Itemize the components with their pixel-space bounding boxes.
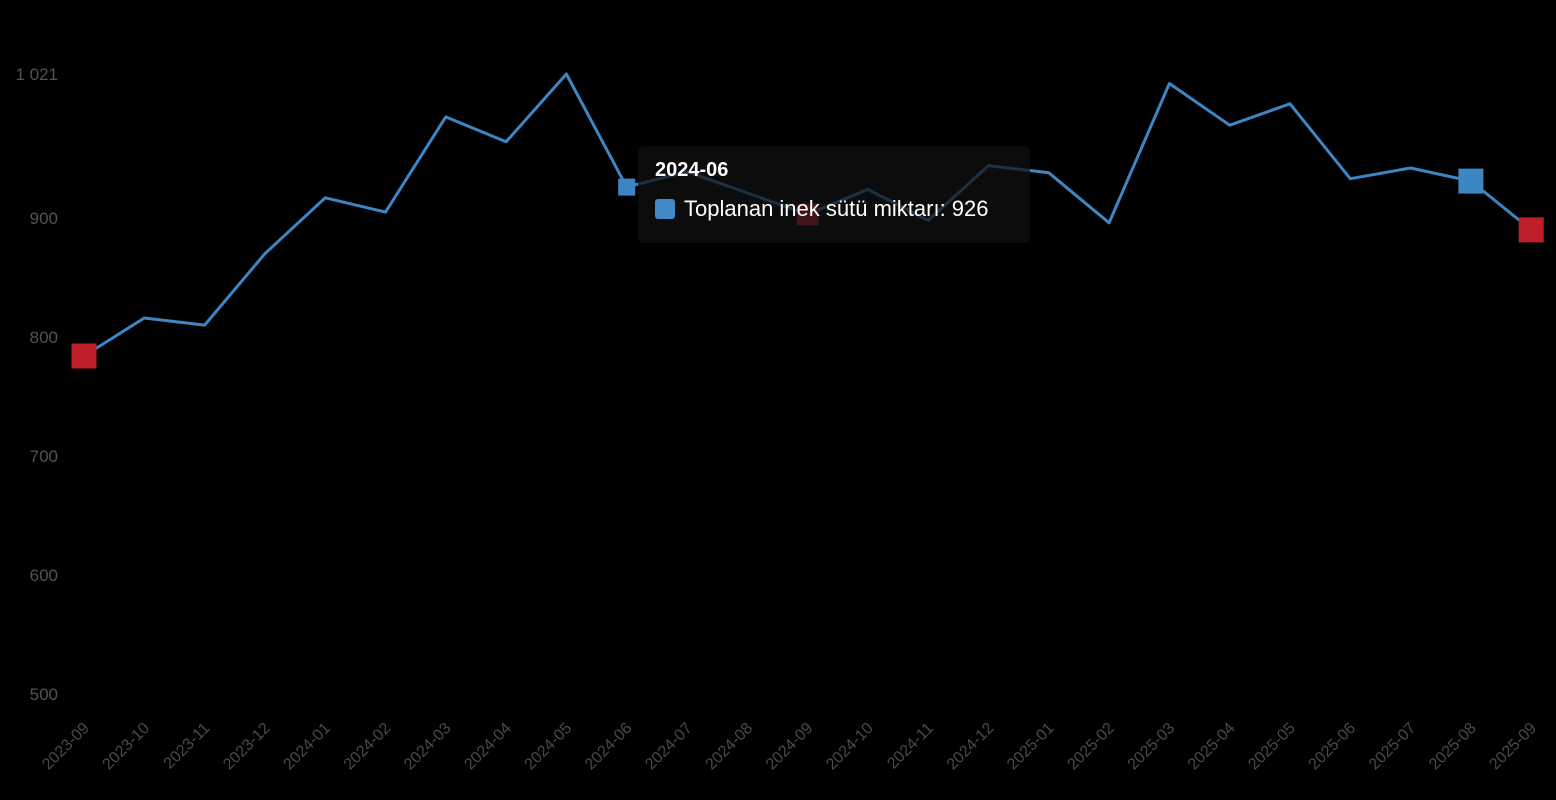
x-axis-label: 2025-01	[1004, 720, 1058, 774]
x-axis-label: 2024-01	[280, 720, 334, 774]
y-axis-label: 900	[30, 209, 58, 228]
x-axis-label: 2024-03	[401, 720, 455, 774]
y-axis-label: 500	[30, 685, 58, 704]
x-axis-label: 2025-06	[1306, 720, 1360, 774]
y-axis-label: 800	[30, 328, 58, 347]
x-axis-label: 2025-04	[1185, 720, 1239, 774]
x-axis-label: 2024-08	[703, 720, 757, 774]
x-axis-label: 2024-10	[823, 720, 877, 774]
data-point-marker-2025-08[interactable]	[1458, 168, 1484, 194]
y-axis-label: 700	[30, 447, 58, 466]
x-axis-label: 2024-07	[642, 720, 696, 774]
x-axis-label: 2024-05	[522, 720, 576, 774]
x-axis-label: 2025-05	[1245, 720, 1299, 774]
x-axis-label: 2025-09	[1486, 720, 1540, 774]
x-axis-label: 2023-09	[39, 720, 93, 774]
y-axis-label: 600	[30, 566, 58, 585]
x-axis-label: 2025-02	[1064, 720, 1118, 774]
data-point-marker-2023-09[interactable]	[71, 343, 97, 369]
data-point-marker-2025-09[interactable]	[1518, 217, 1544, 243]
x-axis-label: 2024-09	[763, 720, 817, 774]
data-point-marker-2024-06[interactable]	[618, 178, 636, 196]
y-axis-label: 1 021	[15, 65, 58, 84]
x-axis-label: 2025-08	[1426, 720, 1480, 774]
x-axis-label: 2023-11	[161, 720, 214, 773]
x-axis-label: 2023-10	[100, 720, 154, 774]
x-axis-label: 2024-06	[582, 720, 636, 774]
x-axis-label: 2025-07	[1366, 720, 1420, 774]
x-axis-label: 2025-03	[1125, 720, 1179, 774]
data-point-marker-2024-09[interactable]	[796, 203, 819, 226]
x-axis-label: 2024-11	[884, 720, 937, 773]
x-axis-label: 2024-04	[461, 720, 515, 774]
x-axis-label: 2024-02	[341, 720, 395, 774]
x-axis-label: 2023-12	[220, 720, 274, 774]
x-axis-label: 2024-12	[944, 720, 998, 774]
